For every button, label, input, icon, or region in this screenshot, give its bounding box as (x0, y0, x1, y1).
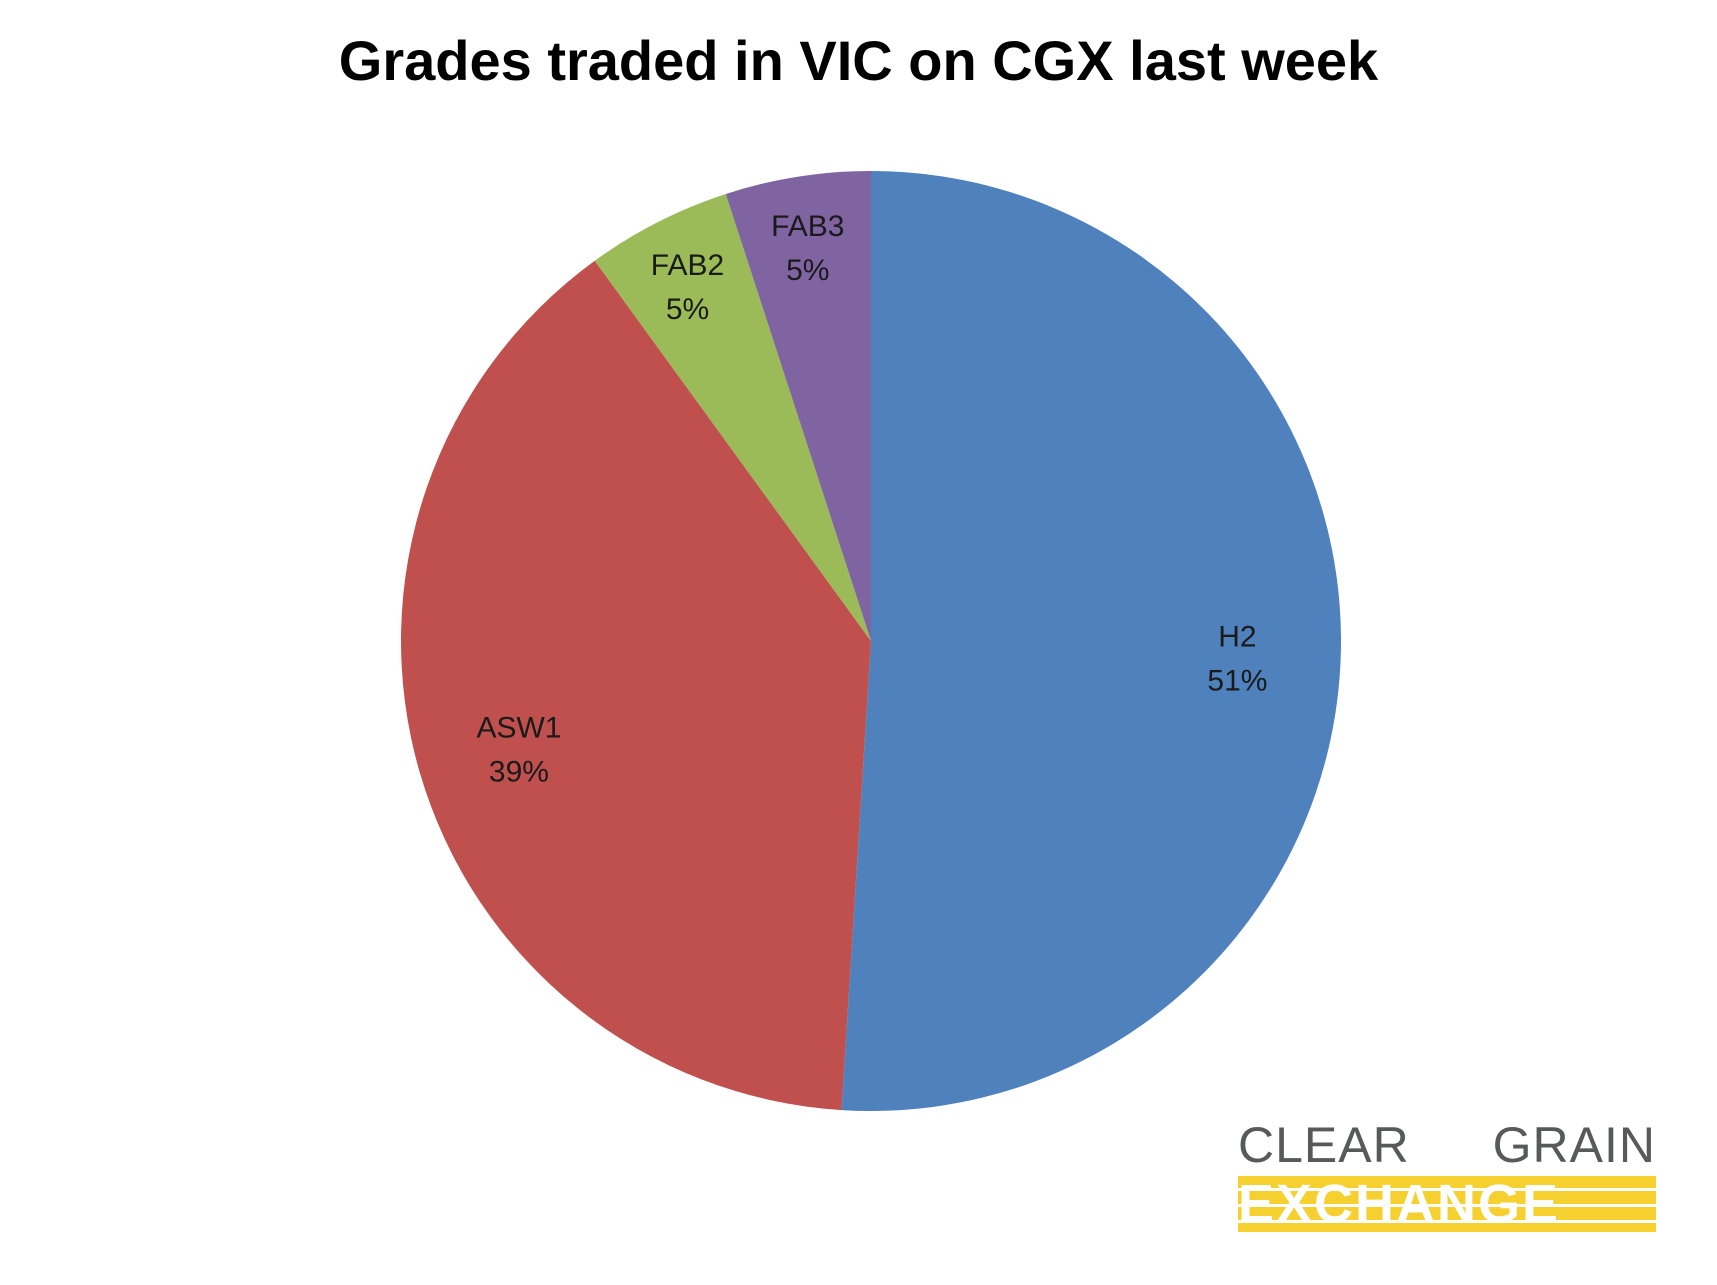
pie-label-asw1: ASW1 39% (476, 711, 561, 788)
pie-label-percent: 5% (786, 254, 829, 287)
logo-line-clear-grain: CLEAR GRAIN (1238, 1117, 1656, 1173)
logo-stripe (1238, 1204, 1656, 1207)
pie-slice-h2 (841, 171, 1342, 1111)
logo-stripe (1238, 1188, 1656, 1191)
clear-grain-exchange-logo: CLEAR GRAIN EXCHANGE (1238, 1118, 1656, 1236)
pie-label-name: FAB3 (771, 210, 844, 243)
logo-line-exchange-band: EXCHANGE (1238, 1176, 1656, 1232)
pie-label-fab3: FAB3 5% (771, 210, 844, 287)
pie-label-percent: 5% (666, 293, 709, 326)
pie-label-fab2: FAB2 5% (651, 249, 724, 326)
pie-label-percent: 51% (1207, 665, 1267, 698)
pie-label-name: H2 (1218, 621, 1256, 654)
pie-slice-fab2 (594, 194, 871, 642)
logo-stripe (1238, 1220, 1656, 1223)
pie-label-percent: 39% (489, 755, 549, 788)
chart-title: Grades traded in VIC on CGX last week (338, 29, 1379, 92)
pie-slice-fab3 (725, 171, 871, 641)
pie-label-name: FAB2 (651, 249, 724, 282)
pie-slices (401, 171, 1342, 1111)
pie-slice-asw1 (401, 260, 871, 1111)
pie-label-name: ASW1 (476, 711, 561, 744)
